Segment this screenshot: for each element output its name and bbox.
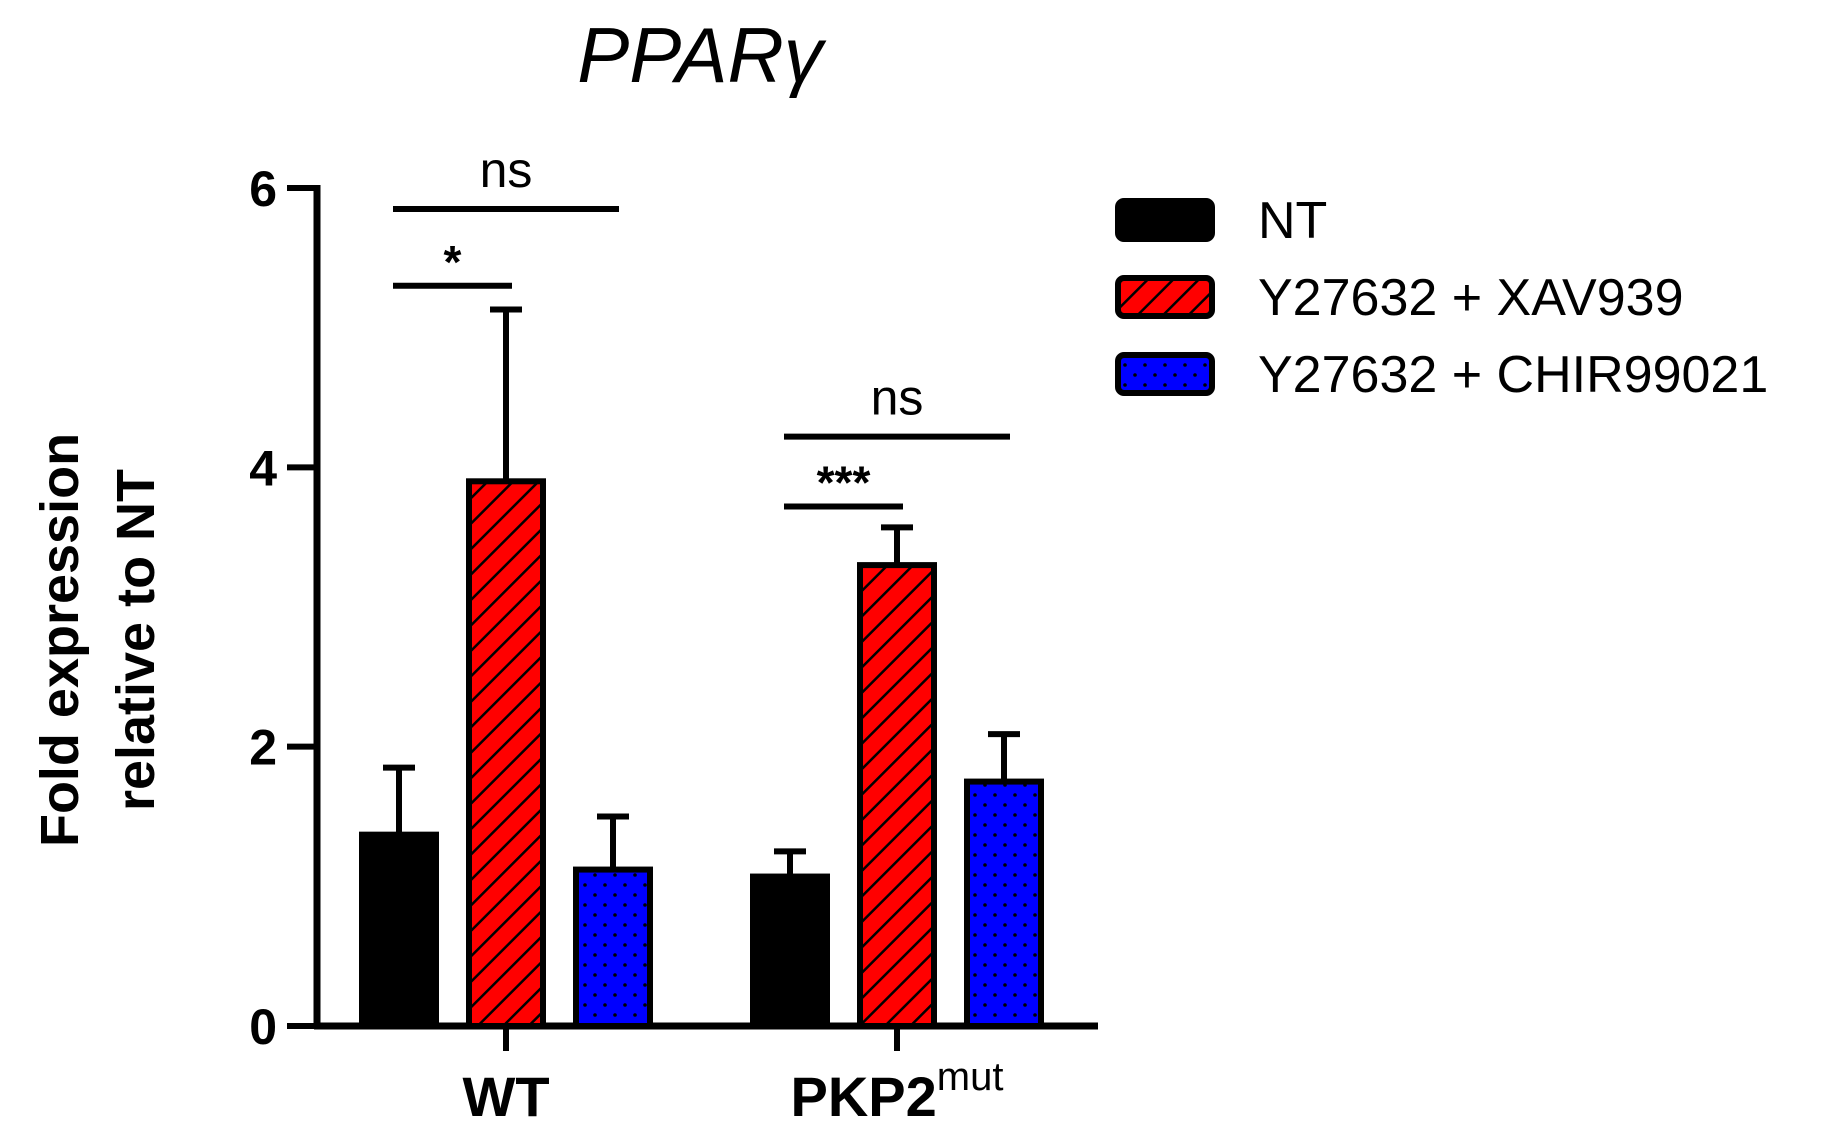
bar	[750, 873, 830, 1029]
legend-label: Y27632 + CHIR99021	[1258, 346, 1768, 404]
y-tick-label: 0	[249, 999, 277, 1055]
y-tick-label: 6	[249, 161, 277, 217]
bar	[359, 831, 439, 1030]
x-category-label: WT	[462, 1065, 549, 1128]
y-axis-label-line-1: Fold expression	[30, 433, 90, 847]
y-tick-label: 2	[249, 720, 277, 776]
bar	[857, 562, 937, 1029]
y-tick-label: 4	[249, 440, 277, 496]
legend-swatch	[1115, 275, 1215, 319]
significance-label: ***	[817, 456, 871, 508]
bar	[573, 866, 653, 1029]
legend-swatch	[1115, 198, 1215, 242]
legend-label: Y27632 + XAV939	[1258, 269, 1684, 327]
significance-label: *	[444, 236, 462, 288]
bar	[964, 778, 1044, 1029]
significance-label: ns	[871, 370, 924, 426]
legend-label: NT	[1258, 192, 1327, 250]
y-axis-label: Fold expression relative to NT	[30, 433, 166, 847]
significance-label: ns	[480, 142, 533, 198]
x-category-label: PKP2mut	[791, 1055, 1004, 1128]
y-axis-label-line-2: relative to NT	[106, 469, 166, 811]
bar	[466, 478, 546, 1029]
legend: NT Y27632 + XAV939 Y27632 + CHIR99021	[1115, 192, 1768, 404]
chart-title: PPARγ	[577, 11, 827, 99]
legend-swatch	[1115, 352, 1215, 396]
